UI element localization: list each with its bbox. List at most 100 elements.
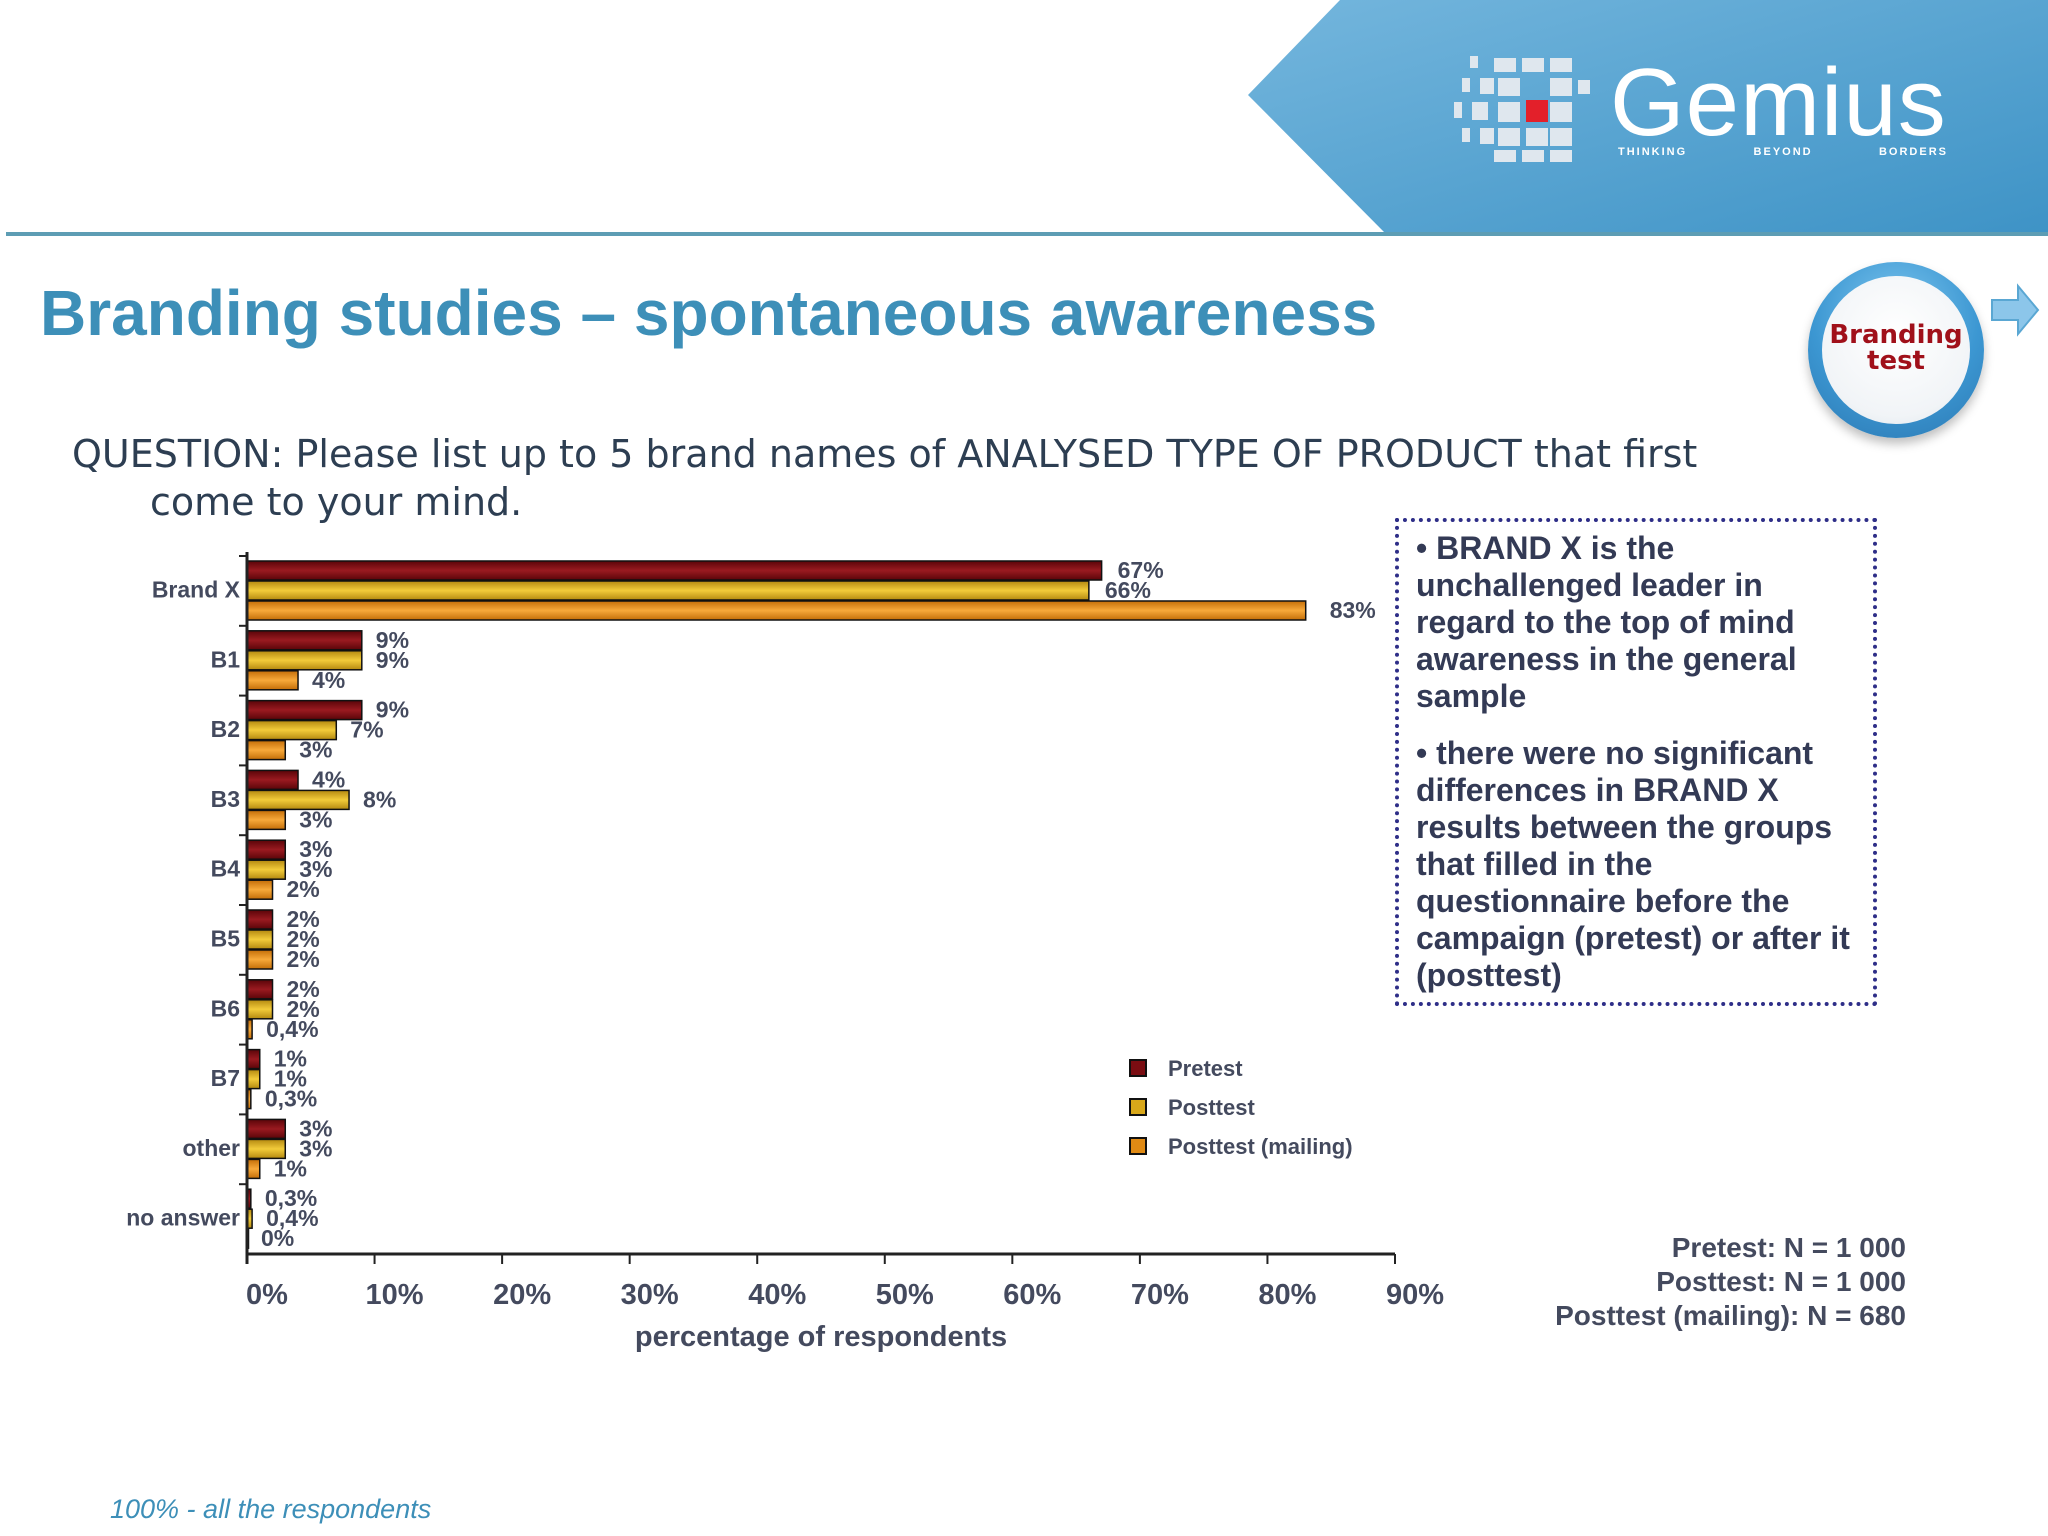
bar [246,1048,261,1070]
insight-box [1395,518,1877,1006]
question-text: QUESTION: Please list up to 5 brand name… [72,432,1698,476]
data-label: 0,3% [265,1086,317,1112]
data-label: 83% [1330,597,1376,623]
header-arrow-shape [1248,0,2048,234]
bar [246,600,1307,621]
legend-swatch [1129,1098,1147,1116]
x-tick-label: 10% [366,1279,424,1311]
data-label: 7% [350,717,383,743]
x-tick-label: 60% [1003,1279,1061,1311]
header-band [6,0,2048,236]
bar [246,1118,287,1140]
data-label: 1% [274,1046,307,1072]
logo-grid-icon [1454,56,1590,162]
bar-chart: 67%66%83%9%9%4%9%7%3%4%8%3%3%3%2%2%2%2%2… [126,552,1444,1353]
data-label: 2% [287,926,320,952]
bar [246,929,274,950]
bar [246,909,274,930]
data-label: 3% [299,806,332,832]
legend-swatch [1129,1137,1147,1155]
x-tick-label: 80% [1258,1279,1316,1311]
data-label: 0,3% [265,1185,317,1211]
badge-label-line2: test [1867,346,1925,376]
data-label: 2% [287,946,320,972]
sample-size-pretest: Pretest: N = 1 000 [1671,1232,1906,1263]
data-label: 4% [312,667,345,693]
badge-inner [1822,276,1970,424]
data-label: 3% [299,836,332,862]
bar [246,739,287,761]
tagline-word: BEYOND [1753,146,1813,158]
category-label: Brand X [152,577,241,603]
category-label: B7 [211,1065,240,1091]
next-arrow-icon[interactable] [1990,282,2040,338]
x-tick-label: 20% [493,1279,551,1311]
data-label: 2% [287,996,320,1022]
category-label: other [183,1135,241,1161]
category-label: B6 [211,995,240,1021]
bar [246,630,363,651]
legend-label: Pretest [1168,1056,1243,1081]
logo-tagline: THINKING BEYOND BORDERS [1618,146,1948,158]
data-label: 1% [274,1066,307,1092]
badge-label: Branding test [1822,322,1970,374]
data-label: 3% [299,1135,332,1161]
data-label: 2% [287,876,320,902]
data-label: 67% [1118,557,1164,583]
category-label: no answer [126,1205,240,1231]
legend-label: Posttest [1168,1095,1255,1120]
bar [246,1158,261,1180]
data-label: 8% [363,786,396,812]
legend-swatch [1129,1059,1147,1077]
data-label: 0,4% [266,1016,318,1042]
bar [246,789,350,811]
category-label: B2 [211,716,240,742]
legend-label: Posttest (mailing) [1168,1134,1353,1159]
question-text-line2: come to your mind. [150,480,523,524]
bar [246,1068,261,1090]
x-tick-label: 0% [246,1279,288,1311]
logo-wordmark: Gemius [1610,49,1947,156]
category-label: B1 [211,646,241,672]
data-label: 0% [261,1225,294,1251]
data-label: 9% [376,697,409,723]
tagline-word: THINKING [1618,146,1688,158]
badge-label-line1: Branding [1829,320,1963,350]
data-label: 3% [299,737,332,763]
sample-size-posttest: Posttest: N = 1 000 [1656,1266,1906,1297]
bar [246,949,274,970]
insight-bullet: • BRAND X is the unchallenged leader in … [1416,530,1797,714]
x-tick-label: 40% [748,1279,806,1311]
bar [246,979,274,1000]
data-label: 9% [376,627,409,653]
data-label: 2% [287,976,320,1002]
bar [246,859,287,880]
data-label: 3% [299,856,332,882]
tagline-word: BORDERS [1878,146,1948,158]
x-tick-label: 90% [1386,1279,1444,1311]
insight-bullet: • there were no significant differences … [1416,735,1850,993]
bar [246,879,274,900]
bar [246,699,363,721]
bar [246,769,299,791]
bar [246,580,1090,601]
data-label: 66% [1105,577,1151,603]
bar [246,839,287,860]
category-label: B5 [211,926,241,952]
sample-size-posttest-mailing: Posttest (mailing): N = 680 [1555,1300,1906,1331]
x-tick-label: 30% [621,1279,679,1311]
bar [246,560,1103,581]
category-label: B4 [211,856,241,882]
data-label: 3% [299,1115,332,1141]
bar [246,670,299,691]
data-label: 0,4% [266,1205,318,1231]
x-tick-label: 70% [1131,1279,1189,1311]
category-label: B3 [211,786,240,812]
data-label: 4% [312,766,345,792]
bar [246,809,287,831]
data-label: 1% [274,1155,307,1181]
page-title: Branding studies – spontaneous awareness [40,277,1378,349]
x-tick-label: 50% [876,1279,934,1311]
logo-red-square [1526,100,1548,122]
data-label: 9% [376,647,409,673]
